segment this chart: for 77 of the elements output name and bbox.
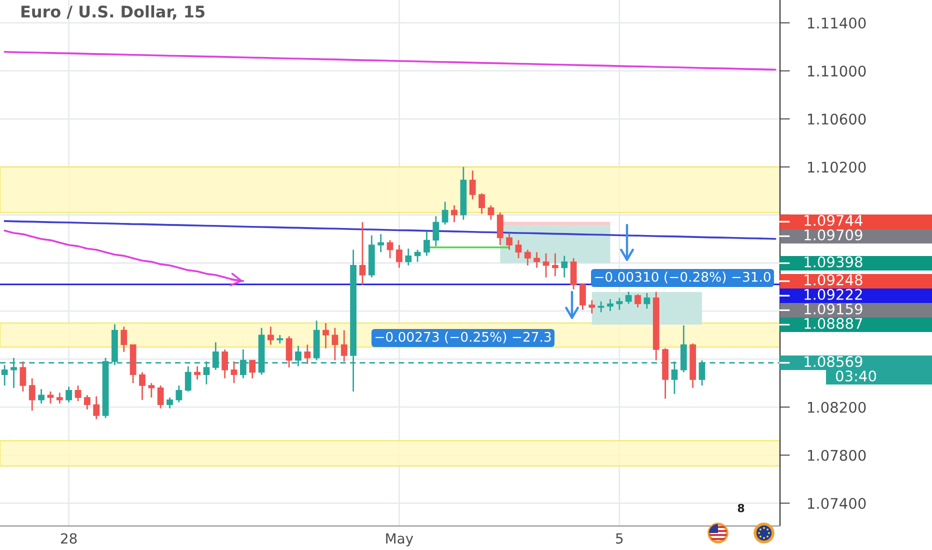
- candlestick: [496, 212, 504, 246]
- y-tick-label: 1.11000: [808, 66, 866, 77]
- candlestick: [84, 394, 90, 410]
- y-tick-label: 1.07400: [808, 498, 866, 509]
- candlestick: [386, 239, 394, 259]
- candlestick: [469, 170, 476, 200]
- candlestick: [570, 258, 577, 290]
- candlestick: [157, 384, 164, 410]
- y-tick-label: 1.10200: [808, 162, 866, 173]
- candlestick: [625, 291, 632, 305]
- candlestick: [451, 204, 458, 223]
- x-tick-label: 5: [616, 533, 623, 544]
- candlestick: [176, 384, 182, 403]
- ref-line-label: 1.09222: [804, 288, 862, 300]
- candlestick: [616, 297, 623, 311]
- candlestick: [644, 292, 650, 310]
- y-tick-label: 1.07800: [808, 450, 866, 461]
- candlestick: [268, 326, 274, 346]
- candlestick: [580, 282, 586, 311]
- candlestick: [38, 388, 44, 404]
- candlestick: [332, 327, 338, 361]
- chart-title: Euro / U.S. Dollar, 15: [21, 5, 204, 20]
- candlestick: [139, 372, 146, 401]
- candlestick: [598, 300, 604, 313]
- candlestick: [396, 244, 402, 268]
- candlestick: [534, 251, 540, 268]
- candlestick: [322, 322, 329, 349]
- text: 1.09248: [804, 274, 862, 286]
- candlestick: [194, 366, 200, 380]
- candlestick: [478, 192, 485, 214]
- candlestick: [424, 231, 430, 256]
- candlestick: [304, 344, 311, 365]
- candlestick: [222, 348, 228, 379]
- annotation: −0.00310 (−0.28%) −31.0: [595, 272, 770, 284]
- candlestick: [120, 326, 128, 353]
- candlestick: [56, 392, 63, 404]
- candlestick: [405, 248, 412, 266]
- candlestick: [506, 232, 512, 250]
- candlestick: [28, 378, 36, 412]
- candlestick: [561, 255, 568, 278]
- text: 1.09709: [804, 229, 862, 240]
- annotation: −0.00273 (−0.25%) −27.3: [376, 332, 551, 344]
- candlestick: [148, 382, 155, 398]
- candlestick: [515, 239, 522, 259]
- candlestick: [47, 390, 54, 404]
- annotation: 8: [738, 504, 744, 512]
- candlestick: [93, 396, 100, 420]
- candlestick: [488, 204, 494, 220]
- text: 1.09744: [804, 214, 862, 226]
- candlestick: [184, 366, 192, 392]
- x-tick-label: May: [386, 533, 414, 546]
- line-series: [4, 50, 776, 71]
- candlestick: [359, 221, 366, 286]
- candlestick: [442, 201, 448, 226]
- text: 1.08887: [804, 318, 862, 329]
- y-tick-label: 1.08200: [808, 402, 866, 413]
- candlestick: [20, 360, 26, 392]
- candlestick: [378, 233, 384, 253]
- candlestick: [552, 252, 558, 277]
- candlestick: [230, 360, 238, 384]
- candlestick: [607, 298, 614, 312]
- candlestick: [524, 249, 531, 266]
- ref-line-label: 1.08569 03:40: [804, 356, 876, 382]
- candlestick: [588, 300, 596, 314]
- candlestick: [66, 386, 72, 403]
- candlestick: [286, 336, 292, 368]
- text: 1.09398: [804, 256, 862, 268]
- y-tick-label: 1.11400: [808, 18, 866, 29]
- x-tick-label: 28: [61, 533, 77, 544]
- candlestick: [634, 294, 641, 308]
- text: 1.09159: [804, 303, 862, 314]
- candlestick: [249, 360, 256, 379]
- candlestick: [340, 330, 348, 362]
- candlestick: [74, 384, 82, 402]
- candlestick: [432, 215, 440, 247]
- candlestick: [166, 396, 173, 410]
- y-tick-label: 1.10600: [808, 114, 866, 125]
